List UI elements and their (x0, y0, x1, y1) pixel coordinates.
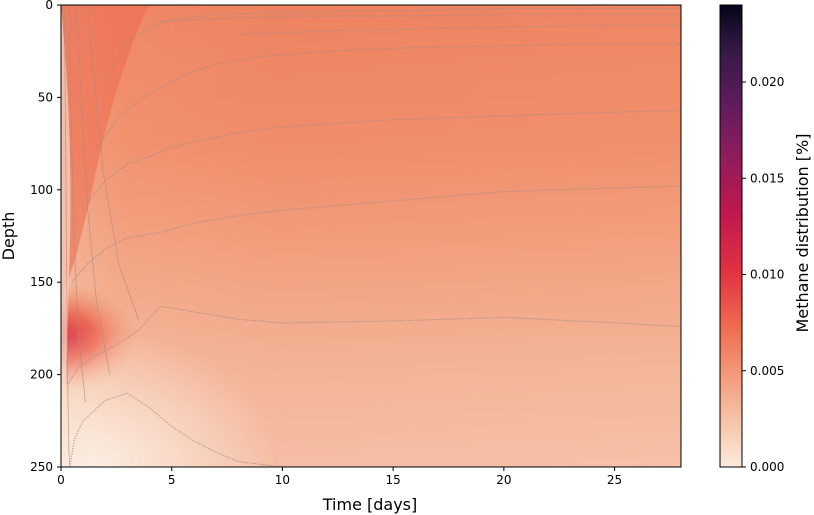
colorbar-tick-label: 0.010 (750, 268, 784, 282)
x-tick-label: 25 (607, 473, 622, 487)
contour-line (69, 392, 681, 467)
y-tick-label: 50 (38, 90, 53, 104)
colorbar-tick-label: 0.000 (750, 460, 784, 474)
plot-frame (60, 4, 682, 468)
colorbar-tick-label: 0.020 (750, 75, 784, 89)
contour-line (238, 24, 681, 36)
y-axis-title: Depth (0, 212, 18, 261)
contour-lines (63, 5, 681, 467)
x-axis-title: Time [days] (322, 495, 418, 514)
contour-line (67, 305, 681, 385)
colorbar-tick-label: 0.005 (750, 364, 784, 378)
colorbar-tick-label: 0.015 (750, 171, 784, 185)
y-tick-label: 0 (45, 0, 53, 12)
colorbar (719, 4, 743, 468)
colorbar-axis: 0.000 0.005 0.010 0.015 0.020 (742, 75, 784, 474)
y-tick-label: 150 (30, 275, 53, 289)
contour-line (82, 109, 681, 209)
x-axis: 0 5 10 15 20 25 (57, 467, 622, 487)
y-tick-label: 200 (30, 368, 53, 382)
deep-low-region (61, 5, 681, 467)
colorbar-title: Methane distribution [%] (793, 134, 812, 333)
y-tick-label: 100 (30, 183, 53, 197)
x-tick-label: 10 (275, 473, 290, 487)
contour-line (93, 43, 681, 154)
contour-line (160, 13, 681, 23)
contour-line-early (63, 5, 71, 467)
x-tick-label: 15 (386, 473, 401, 487)
x-tick-label: 0 (57, 473, 65, 487)
y-axis: 0 50 100 150 200 250 (30, 0, 61, 474)
contour-line-early (68, 5, 86, 403)
contour-line-early (76, 5, 111, 375)
contour-line-early (87, 5, 139, 320)
heatmap-plot-area (61, 5, 681, 467)
x-tick-label: 20 (496, 473, 511, 487)
y-tick-label: 250 (30, 460, 53, 474)
x-tick-label: 5 (168, 473, 176, 487)
